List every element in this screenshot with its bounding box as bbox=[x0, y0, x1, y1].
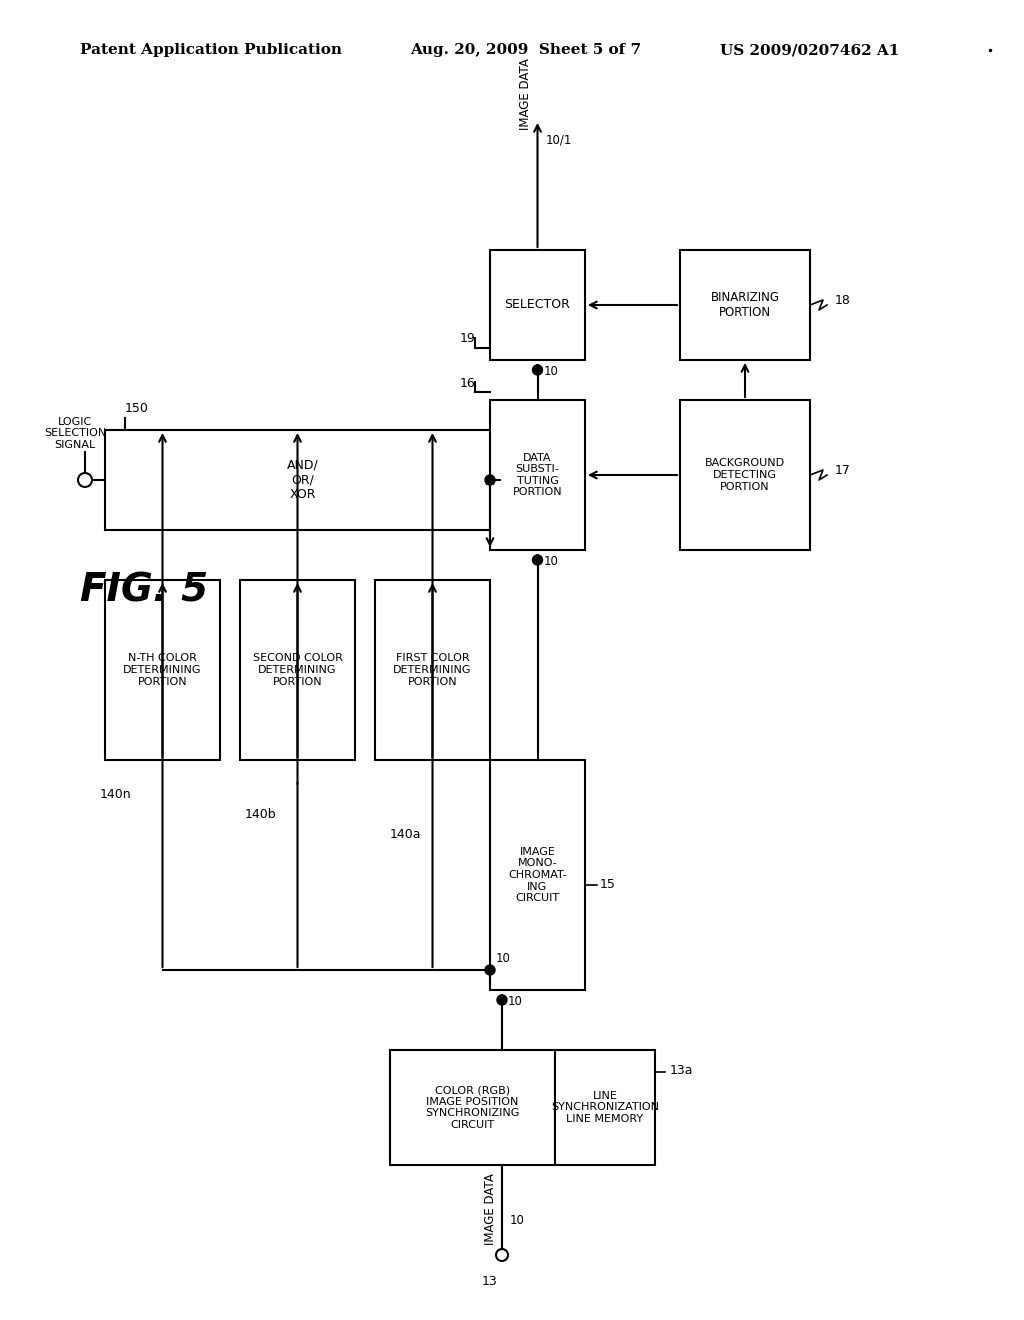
Text: LINE
SYNCHRONIZATION
LINE MEMORY: LINE SYNCHRONIZATION LINE MEMORY bbox=[551, 1090, 659, 1125]
Circle shape bbox=[78, 473, 92, 487]
Text: 140b: 140b bbox=[245, 808, 276, 821]
Text: 10: 10 bbox=[544, 366, 558, 378]
Circle shape bbox=[485, 475, 495, 484]
Text: BINARIZING
PORTION: BINARIZING PORTION bbox=[711, 290, 779, 319]
Text: 19: 19 bbox=[460, 333, 476, 345]
Text: Patent Application Publication: Patent Application Publication bbox=[80, 44, 342, 57]
Text: SECOND COLOR
DETERMINING
PORTION: SECOND COLOR DETERMINING PORTION bbox=[253, 653, 342, 686]
Text: SELECTOR: SELECTOR bbox=[505, 298, 570, 312]
Text: Aug. 20, 2009  Sheet 5 of 7: Aug. 20, 2009 Sheet 5 of 7 bbox=[410, 44, 641, 57]
Text: FIRST COLOR
DETERMINING
PORTION: FIRST COLOR DETERMINING PORTION bbox=[393, 653, 472, 686]
Circle shape bbox=[496, 1249, 508, 1261]
Text: 10: 10 bbox=[508, 995, 523, 1008]
Circle shape bbox=[485, 965, 495, 975]
Text: 16: 16 bbox=[460, 378, 476, 389]
Circle shape bbox=[497, 995, 507, 1005]
Text: COLOR (RGB)
IMAGE POSITION
SYNCHRONIZING
CIRCUIT: COLOR (RGB) IMAGE POSITION SYNCHRONIZING… bbox=[425, 1085, 520, 1130]
Bar bbox=[105, 430, 500, 531]
Bar bbox=[490, 249, 585, 360]
Text: LOGIC
SELECTION
SIGNAL: LOGIC SELECTION SIGNAL bbox=[44, 417, 106, 450]
Text: IMAGE DATA: IMAGE DATA bbox=[483, 1173, 497, 1245]
Bar bbox=[105, 579, 220, 760]
Text: 150: 150 bbox=[125, 403, 148, 414]
Text: 13a: 13a bbox=[670, 1064, 693, 1077]
Text: IMAGE DATA: IMAGE DATA bbox=[519, 58, 532, 129]
Text: AND/
OR/
XOR: AND/ OR/ XOR bbox=[287, 458, 318, 502]
Bar bbox=[680, 400, 810, 550]
Text: 10: 10 bbox=[510, 1213, 525, 1226]
Bar bbox=[375, 579, 490, 760]
Text: 10: 10 bbox=[496, 952, 511, 965]
Text: FIG. 5: FIG. 5 bbox=[80, 572, 208, 609]
Bar bbox=[240, 579, 355, 760]
Text: IMAGE
MONO-
CHROMAT-
ING
CIRCUIT: IMAGE MONO- CHROMAT- ING CIRCUIT bbox=[508, 847, 567, 903]
Text: 13: 13 bbox=[482, 1275, 498, 1288]
Bar bbox=[390, 1049, 555, 1166]
Text: 10: 10 bbox=[544, 554, 558, 568]
Bar bbox=[555, 1049, 655, 1166]
Text: 18: 18 bbox=[835, 293, 851, 306]
Text: 10/1: 10/1 bbox=[546, 133, 571, 147]
Text: DATA
SUBSTI-
TUTING
PORTION: DATA SUBSTI- TUTING PORTION bbox=[513, 453, 562, 498]
Circle shape bbox=[532, 554, 543, 565]
Text: 15: 15 bbox=[600, 879, 615, 891]
Text: 17: 17 bbox=[835, 463, 851, 477]
Bar bbox=[490, 760, 585, 990]
Text: 140a: 140a bbox=[390, 829, 422, 842]
Text: US 2009/0207462 A1: US 2009/0207462 A1 bbox=[720, 44, 899, 57]
Text: BACKGROUND
DETECTING
PORTION: BACKGROUND DETECTING PORTION bbox=[705, 458, 785, 491]
Text: 140n: 140n bbox=[100, 788, 132, 801]
Text: N-TH COLOR
DETERMINING
PORTION: N-TH COLOR DETERMINING PORTION bbox=[123, 653, 202, 686]
Bar bbox=[680, 249, 810, 360]
Text: ·: · bbox=[294, 775, 301, 795]
Bar bbox=[490, 400, 585, 550]
Circle shape bbox=[532, 366, 543, 375]
